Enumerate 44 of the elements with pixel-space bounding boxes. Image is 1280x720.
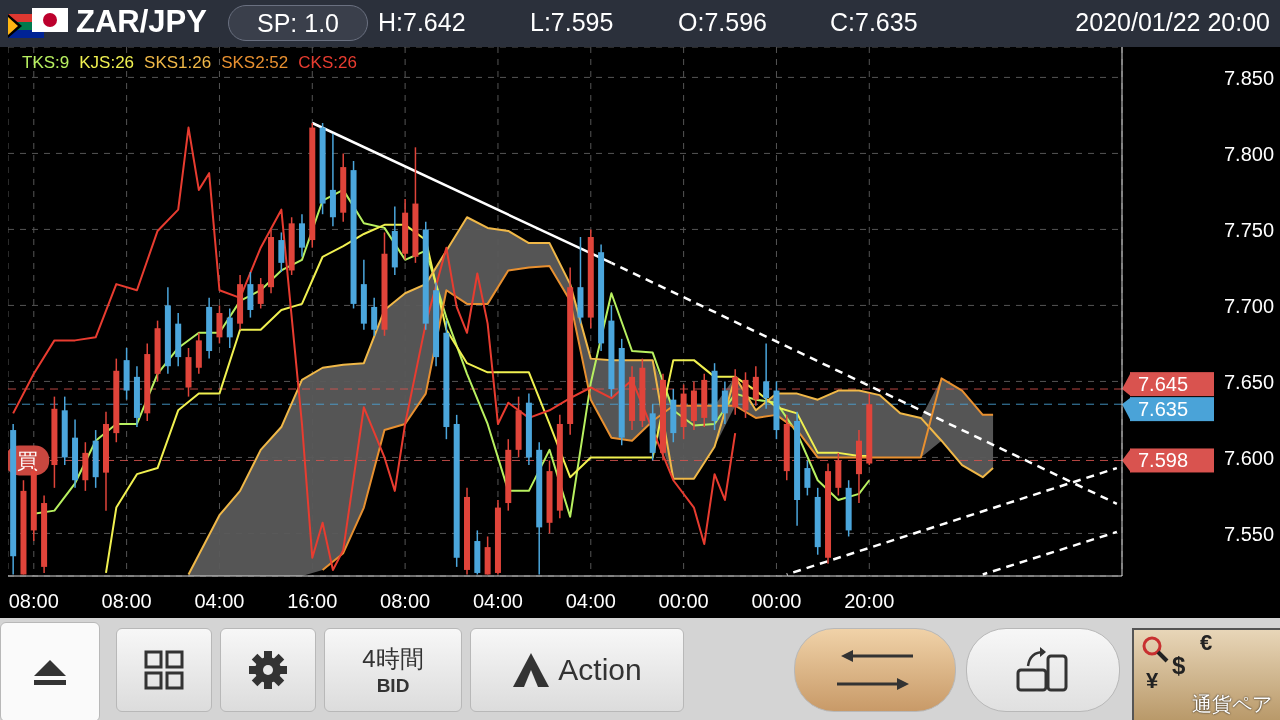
y-tick-label: 7.750 bbox=[1224, 218, 1275, 241]
text: 2020/01/22 20:00 bbox=[1075, 8, 1270, 37]
text: O:7.596 bbox=[678, 8, 767, 37]
x-tick-label: 08:00 bbox=[101, 590, 152, 613]
candlestick bbox=[278, 231, 285, 273]
y-tick-label: 7.650 bbox=[1224, 370, 1275, 393]
x-tick-label: 20:00 bbox=[844, 590, 895, 613]
ref-line-label: 7.645 bbox=[1138, 373, 1189, 396]
x-tick-label: 04:00 bbox=[194, 590, 245, 613]
y-tick-label: 7.800 bbox=[1224, 142, 1275, 165]
candlestick bbox=[752, 365, 759, 407]
text: $ bbox=[1172, 652, 1186, 680]
legend: TKS:9 KJS:26 SKS1:26 SKS2:52 CKS:26 bbox=[22, 53, 357, 75]
y-tick-label: 7.850 bbox=[1224, 66, 1275, 89]
candlestick bbox=[226, 307, 233, 349]
y-tick-label: 7.600 bbox=[1224, 446, 1275, 469]
x-tick-label: 08:00 bbox=[8, 590, 59, 613]
ref-line-label: 7.598 bbox=[1138, 449, 1189, 472]
x-tick-label: 04:00 bbox=[565, 590, 616, 613]
candlestick bbox=[257, 277, 264, 310]
candlestick bbox=[804, 459, 811, 497]
line-series bbox=[12, 126, 737, 571]
text: 4時間 bbox=[362, 644, 424, 674]
text: Action bbox=[558, 653, 642, 687]
annotation: 買 bbox=[17, 449, 39, 473]
text: SP: 1.0 bbox=[228, 5, 368, 41]
text: € bbox=[1200, 630, 1213, 656]
text: L:7.595 bbox=[530, 8, 614, 37]
text: H:7.642 bbox=[378, 8, 466, 37]
text: 通貨ペア bbox=[1192, 692, 1272, 717]
candlestick bbox=[371, 297, 378, 337]
y-tick-label: 7.700 bbox=[1224, 294, 1275, 317]
line-series bbox=[321, 264, 995, 571]
x-tick-label: 16:00 bbox=[287, 590, 338, 613]
x-tick-label: 00:00 bbox=[658, 590, 709, 613]
x-tick-label: 00:00 bbox=[751, 590, 802, 613]
text: ¥ bbox=[1146, 668, 1159, 694]
y-tick-label: 7.550 bbox=[1224, 522, 1275, 545]
text: BID bbox=[376, 675, 410, 697]
text: C:7.635 bbox=[830, 8, 918, 37]
x-tick-label: 04:00 bbox=[472, 590, 523, 613]
x-tick-label: 08:00 bbox=[380, 590, 431, 613]
ref-line-label: 7.635 bbox=[1138, 398, 1189, 421]
chart-title: ZAR/JPY bbox=[76, 4, 207, 40]
